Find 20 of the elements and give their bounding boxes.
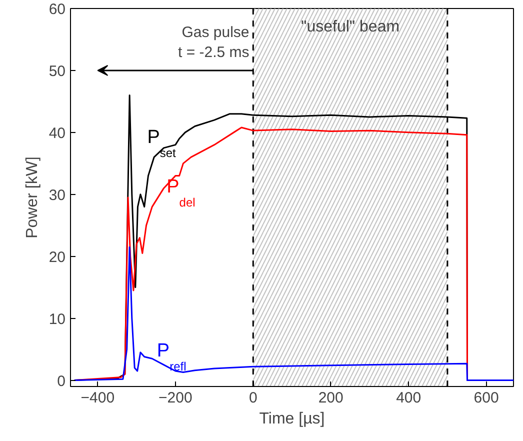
- x-tick-label: 600: [474, 390, 499, 406]
- y-tick-label: 50: [48, 62, 66, 80]
- y-axis-title: Power [kW]: [24, 156, 41, 238]
- x-tick-label: −400: [80, 390, 115, 406]
- y-tick-label: 10: [48, 310, 66, 328]
- y-tick-label: 40: [48, 124, 66, 142]
- series-label: Pset: [147, 126, 177, 160]
- x-axis-title: Time [µs]: [259, 410, 325, 428]
- y-tick-label: 60: [48, 1, 66, 18]
- x-tick-label: 400: [396, 390, 422, 406]
- series-label: Prefl: [156, 340, 186, 374]
- y-tick-label: 0: [57, 372, 66, 390]
- y-tick-label: 30: [48, 186, 66, 204]
- x-tick-label: 200: [318, 390, 344, 406]
- x-tick-label: 0: [248, 390, 258, 406]
- line-series: [74, 246, 514, 382]
- annotation: Gas pulse t = -2.5 ms: [178, 24, 250, 62]
- y-tick-label: 20: [48, 248, 66, 266]
- band-label: "useful" beam: [301, 18, 400, 36]
- x-tick-label: −200: [158, 390, 192, 406]
